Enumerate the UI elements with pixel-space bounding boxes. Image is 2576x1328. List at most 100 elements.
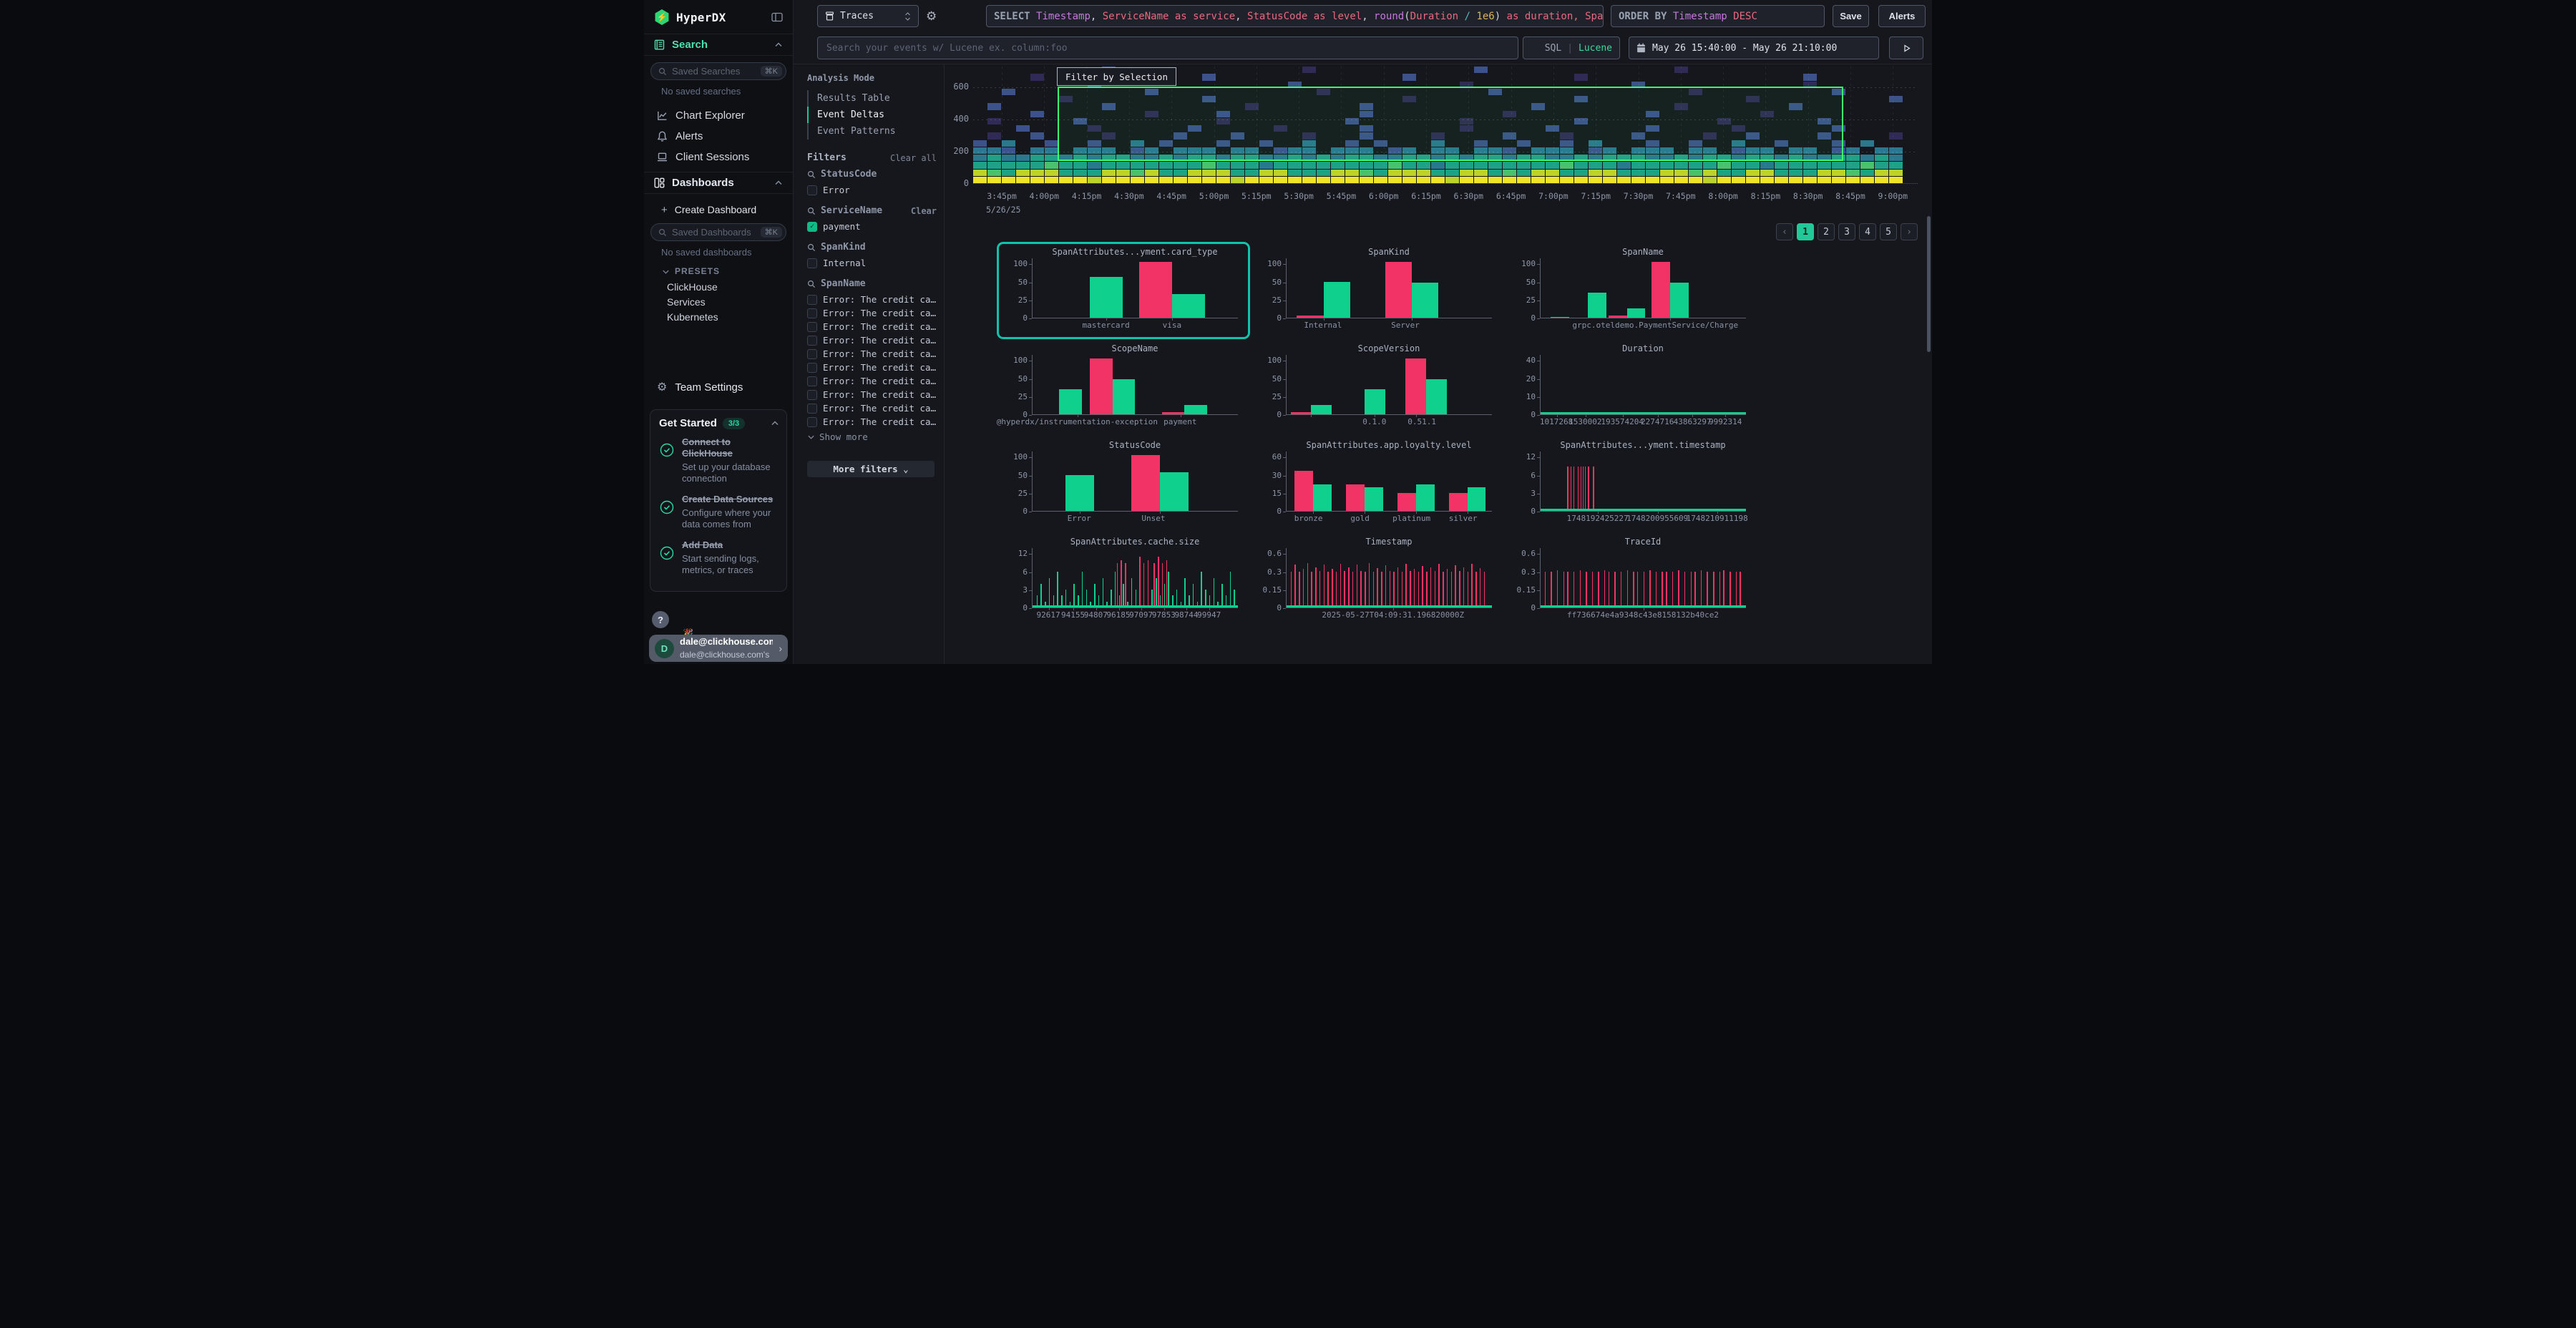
mini-chart-statuscode[interactable]: StatusCode 0 25 50 100 Error Unset <box>1002 440 1245 527</box>
heatmap-cell <box>1059 96 1073 103</box>
analysis-mode-event-deltas[interactable]: Event Deltas <box>807 107 937 123</box>
filter-option[interactable]: Error: The credit card … <box>807 347 937 361</box>
help-button[interactable]: ? <box>652 611 669 628</box>
mini-chart-spanname[interactable]: SpanName 0 25 50 100 grpc.oteldemo.PaymentSer… <box>1510 247 1753 334</box>
mini-chart-spanattributes-app-loyalty-level[interactable]: SpanAttributes.app.loyalty.level 0 15 30 60 b… <box>1256 440 1499 527</box>
spike-outlier <box>1323 565 1325 607</box>
language-toggle[interactable]: SQL | Lucene <box>1523 36 1620 59</box>
language-sql-option[interactable]: SQL <box>1544 42 1562 54</box>
create-dashboard-button[interactable]: + Create Dashboard <box>650 200 786 219</box>
get-started-task[interactable]: Add Data Start sending logs, metrics, or … <box>659 540 779 577</box>
time-range-picker[interactable]: May 26 15:40:00 - May 26 21:10:00 <box>1629 36 1879 59</box>
preset-clickhouse[interactable]: ClickHouse <box>667 281 718 293</box>
filter-by-selection-button[interactable]: Filter by Selection <box>1057 67 1176 86</box>
save-button[interactable]: Save <box>1833 5 1869 27</box>
checkbox[interactable] <box>807 258 817 268</box>
mini-chart-ytick-label: 0 <box>1277 313 1282 323</box>
heatmap-cell <box>1002 147 1015 155</box>
more-filters-button[interactable]: More filters ⌄ <box>807 461 935 477</box>
select-clause-editor[interactable]: SELECT Timestamp, ServiceName as service… <box>986 5 1604 27</box>
filter-option[interactable]: Error: The credit card … <box>807 401 937 415</box>
gear-icon: ⚙ <box>657 381 668 394</box>
filter-option[interactable]: Error: The credit card … <box>807 306 937 320</box>
sidebar-item-search[interactable]: Search <box>644 34 793 56</box>
checkbox[interactable] <box>807 389 817 400</box>
saved-dashboards-input[interactable]: Saved Dashboards ⌘K <box>650 223 786 241</box>
heatmap-xtick-label: 7:15pm <box>1581 191 1611 201</box>
filter-option[interactable]: Error: The credit card … <box>807 388 937 401</box>
checkbox[interactable] <box>807 348 817 359</box>
get-started-task[interactable]: Create Data Sources Configure where your … <box>659 494 779 531</box>
heatmap-selection-box[interactable] <box>1058 87 1843 161</box>
mini-chart-spankind[interactable]: SpanKind 0 25 50 100 Internal Server <box>1256 247 1499 334</box>
checkbox[interactable] <box>807 362 817 373</box>
user-menu[interactable]: D dale@clickhouse.com dale@clickhouse.co… <box>649 635 788 662</box>
checkbox[interactable] <box>807 308 817 318</box>
checkbox[interactable] <box>807 376 817 386</box>
search-icon[interactable] <box>807 207 816 215</box>
mini-chart-duration[interactable]: Duration 0 10 20 40 1017268 1530002 193574204 22… <box>1510 343 1753 431</box>
mini-chart-spanattributes-yment-card-type[interactable]: SpanAttributes...yment.card_type 0 25 50 100… <box>997 242 1250 339</box>
search-icon[interactable] <box>807 170 816 179</box>
spike-inlier <box>1078 595 1079 607</box>
clear-all-filters-link[interactable]: Clear all <box>889 152 937 163</box>
preset-kubernetes[interactable]: Kubernetes <box>667 311 718 323</box>
alerts-button[interactable]: Alerts <box>1878 5 1926 27</box>
filter-option[interactable]: Error <box>807 183 937 197</box>
heatmap-cell <box>1431 140 1445 147</box>
pagination-page-3[interactable]: 3 <box>1838 223 1855 240</box>
mini-chart-timestamp[interactable]: Timestamp 0 0.15 0.3 0.6 2025-05-27T04:09:31.… <box>1256 537 1499 624</box>
filter-option[interactable]: Error: The credit card … <box>807 320 937 333</box>
get-started-task[interactable]: Connect to ClickHouse Set up your databas… <box>659 436 779 485</box>
pagination-page-5[interactable]: 5 <box>1880 223 1897 240</box>
filter-option[interactable]: Error: The credit card … <box>807 361 937 374</box>
mini-chart-traceid[interactable]: TraceId 0 0.15 0.3 0.6 ff736674e4a9348c43e815… <box>1510 537 1753 624</box>
language-lucene-option[interactable]: Lucene <box>1579 42 1612 54</box>
mini-chart-scopename[interactable]: ScopeName 0 25 50 100 @hyperdx/instrumentatio… <box>997 343 1245 431</box>
sidebar-collapse-icon[interactable] <box>771 12 783 22</box>
checkbox[interactable] <box>807 403 817 414</box>
checkbox[interactable] <box>807 321 817 332</box>
analysis-mode-event-patterns[interactable]: Event Patterns <box>807 123 937 140</box>
pagination-page-1[interactable]: 1 <box>1797 223 1814 240</box>
saved-searches-input[interactable]: Saved Searches ⌘K <box>650 62 786 80</box>
heatmap-cell <box>1775 155 1788 162</box>
sidebar-item-team-settings[interactable]: ⚙ Team Settings <box>644 376 793 398</box>
filter-option[interactable]: Internal <box>807 256 937 270</box>
sidebar-item-dashboards[interactable]: Dashboards <box>644 172 793 194</box>
mini-chart-scopeversion[interactable]: ScopeVersion 0 25 50 100 0.1.0 0.51.1 <box>1256 343 1499 431</box>
order-by-editor[interactable]: ORDER BY Timestamp DESC <box>1611 5 1825 27</box>
filter-option[interactable]: ✓ payment <box>807 220 937 233</box>
scrollbar-thumb[interactable] <box>1927 216 1931 352</box>
checkbox[interactable] <box>807 335 817 346</box>
pagination-next-button[interactable]: › <box>1901 223 1918 240</box>
checkbox[interactable] <box>807 294 817 305</box>
mini-chart-spanattributes-yment-timestamp[interactable]: SpanAttributes...yment.timestamp 0 3 6 12 174… <box>1510 440 1753 527</box>
preset-services[interactable]: Services <box>667 296 706 308</box>
chevron-up-icon[interactable] <box>771 419 779 428</box>
pagination-page-4[interactable]: 4 <box>1859 223 1876 240</box>
sidebar-item-alerts[interactable]: Alerts <box>650 126 786 147</box>
sidebar-item-client-sessions[interactable]: Client Sessions <box>650 147 786 167</box>
sidebar-item-chart-explorer[interactable]: Chart Explorer <box>650 105 786 126</box>
pagination-prev-button[interactable]: ‹ <box>1776 223 1793 240</box>
search-icon[interactable] <box>807 243 816 252</box>
filter-option[interactable]: Error: The credit card … <box>807 333 937 347</box>
checkbox[interactable]: ✓ <box>807 221 817 232</box>
filter-option[interactable]: Error: The credit card … <box>807 374 937 388</box>
show-more-link[interactable]: Show more <box>807 431 937 442</box>
filter-option[interactable]: Error: The credit card … <box>807 415 937 429</box>
search-input[interactable] <box>818 37 1518 59</box>
source-select[interactable]: Traces <box>817 5 919 27</box>
analysis-mode-results-table[interactable]: Results Table <box>807 90 937 107</box>
run-query-button[interactable] <box>1889 36 1923 59</box>
checkbox[interactable] <box>807 185 817 195</box>
mini-chart-spanattributes-cache-size[interactable]: SpanAttributes.cache.size 0 3 6 12 92617 94155… <box>1002 537 1245 624</box>
source-settings-gear-icon[interactable]: ⚙ <box>926 9 937 23</box>
presets-toggle[interactable]: PRESETS <box>662 266 786 276</box>
checkbox[interactable] <box>807 416 817 427</box>
pagination-page-2[interactable]: 2 <box>1818 223 1835 240</box>
clear-filter-link[interactable]: Clear <box>910 205 937 216</box>
search-icon[interactable] <box>807 280 816 288</box>
filter-option[interactable]: Error: The credit card … <box>807 293 937 306</box>
